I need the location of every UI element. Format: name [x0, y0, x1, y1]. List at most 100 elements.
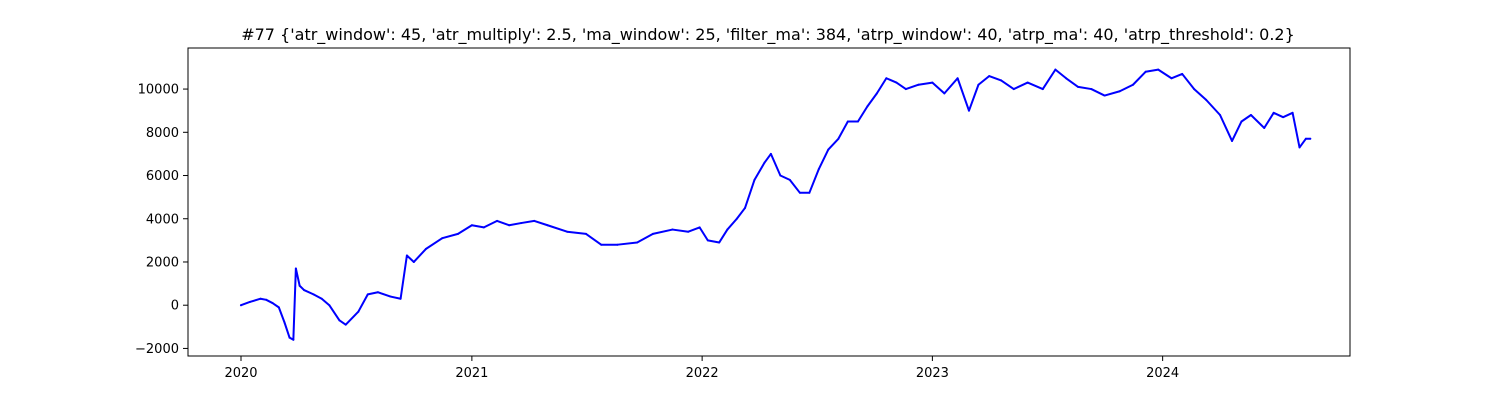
data-point: [837, 137, 840, 140]
data-point: [885, 77, 888, 80]
data-point: [769, 152, 772, 155]
y-tick-label: 0: [171, 299, 179, 314]
data-point: [328, 304, 331, 307]
data-point: [366, 293, 369, 296]
data-point: [585, 232, 588, 235]
data-point: [298, 284, 301, 287]
data-point: [967, 109, 970, 112]
data-point: [651, 232, 654, 235]
data-point: [1309, 137, 1312, 140]
data-point: [779, 174, 782, 177]
data-point: [482, 226, 485, 229]
data-point: [1103, 94, 1106, 97]
data-point: [303, 289, 306, 292]
data-point: [1012, 88, 1015, 91]
data-point: [533, 219, 536, 222]
data-point: [1090, 88, 1093, 91]
data-point: [1000, 79, 1003, 82]
data-point: [496, 219, 499, 222]
data-point: [470, 224, 473, 227]
data-point: [744, 206, 747, 209]
data-point: [399, 297, 402, 300]
data-point: [917, 83, 920, 86]
data-point: [520, 222, 523, 225]
data-point: [931, 81, 934, 84]
data-point: [956, 77, 959, 80]
data-point: [1193, 88, 1196, 91]
data-point: [1181, 72, 1184, 75]
y-tick-label: 4000: [146, 212, 179, 227]
data-point: [616, 243, 619, 246]
data-point: [566, 230, 569, 233]
data-point: [788, 178, 791, 181]
data-point: [1304, 137, 1307, 140]
data-point: [600, 243, 603, 246]
data-point: [718, 241, 721, 244]
data-point: [1170, 77, 1173, 80]
data-point: [283, 321, 286, 324]
data-point: [827, 148, 830, 151]
data-point: [798, 191, 801, 194]
y-tick-label: 10000: [138, 83, 179, 98]
series-line: [239, 68, 1312, 341]
data-point: [1291, 111, 1294, 114]
data-point: [357, 310, 360, 313]
data-point: [1219, 114, 1222, 116]
data-point: [988, 75, 991, 78]
data-point: [248, 300, 251, 303]
plot-area: [239, 68, 1312, 341]
data-point: [904, 88, 907, 91]
data-point: [1231, 139, 1234, 142]
x-tick-label: 2020: [224, 366, 257, 381]
data-point: [1144, 70, 1147, 73]
data-point: [1240, 120, 1243, 123]
data-point: [1298, 146, 1301, 149]
data-point: [259, 297, 262, 300]
data-point: [875, 92, 878, 95]
data-point: [706, 239, 709, 242]
data-point: [1249, 114, 1252, 116]
data-point: [405, 254, 408, 257]
data-point: [1054, 68, 1057, 71]
data-point: [856, 120, 859, 123]
data-point: [726, 228, 729, 231]
y-tick-label: −2000: [135, 342, 179, 357]
data-point: [763, 161, 766, 164]
data-point: [239, 304, 242, 307]
data-point: [271, 302, 274, 305]
data-point: [338, 319, 341, 322]
data-point: [508, 224, 511, 227]
data-point: [412, 260, 415, 263]
data-point: [817, 168, 820, 171]
chart-title: #77 {'atr_window': 45, 'atr_multiply': 2…: [241, 25, 1295, 45]
data-point: [265, 298, 268, 301]
y-tick-label: 8000: [146, 126, 179, 141]
data-point: [1118, 90, 1121, 93]
data-point: [457, 232, 459, 235]
data-point: [671, 228, 674, 231]
data-point: [294, 267, 297, 270]
y-axis-ticks: −2000 0 2000 4000 6000 8000 10000: [135, 83, 188, 357]
y-tick-label: 6000: [146, 169, 179, 184]
axes-frame: [187, 47, 1351, 357]
data-point: [288, 336, 291, 339]
data-point: [1131, 83, 1134, 86]
data-point: [344, 323, 347, 326]
data-point: [441, 237, 444, 240]
data-point: [1263, 126, 1266, 129]
x-tick-label: 2022: [686, 366, 719, 381]
data-point: [1065, 77, 1068, 80]
data-point: [376, 291, 379, 294]
x-tick-label: 2021: [455, 366, 488, 381]
data-point: [1026, 81, 1029, 84]
data-point: [1282, 116, 1285, 119]
data-point: [1077, 85, 1080, 88]
data-point: [292, 338, 295, 341]
data-point: [636, 241, 639, 244]
x-tick-label: 2023: [916, 366, 949, 381]
data-point: [895, 81, 898, 84]
x-axis-ticks: 2020 2021 2022 2023 2024: [224, 356, 1179, 381]
data-point: [424, 248, 427, 251]
data-point: [735, 217, 738, 220]
